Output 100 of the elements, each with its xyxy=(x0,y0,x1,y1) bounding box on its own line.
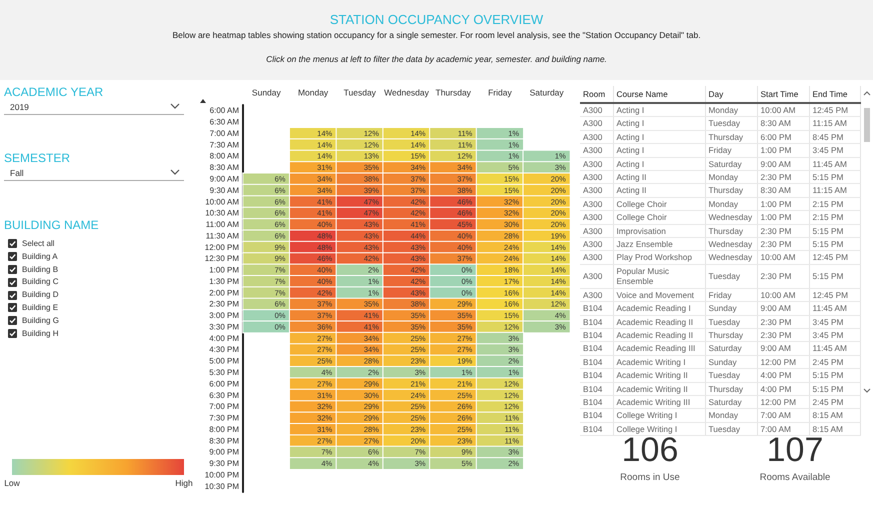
text: A300 xyxy=(583,118,602,128)
text: Tuesday xyxy=(708,118,740,128)
text: 2:15 PM xyxy=(812,198,844,209)
text: 5:15 PM xyxy=(812,172,844,182)
x-tick-label: Tuesday xyxy=(344,88,377,98)
text: A300 xyxy=(583,239,602,250)
text: 9:00 AM xyxy=(760,343,791,354)
text: College Choir xyxy=(616,198,667,209)
text: B104 xyxy=(583,370,602,380)
text: College Choir xyxy=(616,212,667,222)
text: College Writing I xyxy=(616,410,678,420)
text: Acting II xyxy=(616,185,646,196)
y-tick-label: 3:30 PM xyxy=(209,322,240,332)
y-tick-label: 8:00 AM xyxy=(210,152,240,161)
text: 12:00 PM xyxy=(760,356,796,367)
text: SEMESTER xyxy=(4,151,70,165)
y-tick-label: 7:30 AM xyxy=(210,140,240,150)
text: Click on the menus at left to filter the data by academic year, semester. and building name. xyxy=(265,54,608,64)
y-tick-label: 1:30 PM xyxy=(209,276,240,286)
text: A300 xyxy=(583,105,602,115)
text: Tuesday xyxy=(708,370,740,380)
text: Wednesday xyxy=(708,252,752,262)
text: A300 xyxy=(583,290,602,300)
text: B104 xyxy=(583,356,602,367)
text: B104 xyxy=(583,330,602,340)
y-tick-label: 9:00 PM xyxy=(209,448,240,457)
text: Academic Reading II xyxy=(616,330,694,340)
category-label: Select all xyxy=(21,238,54,250)
y-tick-label: 12:00 PM xyxy=(204,242,240,252)
x-tick-label: Saturday xyxy=(530,88,564,98)
text: Academic Reading I xyxy=(616,303,691,314)
text: 8:30 AM xyxy=(760,118,791,128)
category-label: Building G xyxy=(21,314,59,327)
y-tick-label: 10:00 AM xyxy=(205,197,240,206)
text: 12:45 PM xyxy=(812,252,848,262)
x-tick-label: Friday xyxy=(488,88,512,98)
text: 10:00 AM xyxy=(760,290,796,300)
text: Sunday xyxy=(708,356,737,367)
y-tick-label: 11:00 AM xyxy=(206,220,240,230)
text: A300 xyxy=(583,132,602,142)
x-tick-label: Thursday xyxy=(435,88,472,98)
text: 5:15 PM xyxy=(812,226,844,236)
text: Saturday xyxy=(708,343,742,354)
text: A300 xyxy=(583,198,602,209)
text: 8:30 AM xyxy=(760,185,791,196)
category-label: Building D xyxy=(21,289,58,302)
y-tick-label: 6:00 AM xyxy=(210,106,240,116)
text: A300 xyxy=(583,185,602,196)
y-tick-label: 6:00 PM xyxy=(209,379,240,388)
text: Thursday xyxy=(708,226,744,236)
text: 6:00 PM xyxy=(760,132,792,142)
category-label: Course Name xyxy=(613,86,705,103)
text: 11:15 AM xyxy=(812,118,847,128)
text: 3:45 PM xyxy=(812,145,844,156)
y-tick-label: 4:00 PM xyxy=(209,334,240,343)
text: Wednesday xyxy=(708,239,752,250)
y-tick-label: 11:30 AM xyxy=(206,231,240,240)
text: 1:00 PM xyxy=(760,145,792,156)
category-label: Start Time xyxy=(757,86,809,103)
text: Acting II xyxy=(616,172,646,182)
text: Saturday xyxy=(708,158,742,169)
text: Tuesday xyxy=(708,271,740,282)
text: Thursday xyxy=(708,185,744,196)
text: 5:15 PM xyxy=(812,239,844,250)
text: 2:30 PM xyxy=(760,172,792,182)
text: Thursday xyxy=(708,384,744,394)
text: A300 xyxy=(583,172,602,182)
text: A300 xyxy=(583,158,602,169)
text: 2:30 PM xyxy=(760,226,792,236)
text: Fall xyxy=(4,165,184,181)
y-tick-label: 8:30 AM xyxy=(210,163,240,172)
text: Acting I xyxy=(616,118,644,128)
text: Jazz Ensemble xyxy=(616,239,673,250)
text: Popular Music Ensemble xyxy=(616,266,670,286)
text: Thursday xyxy=(708,132,744,142)
text: 3:45 PM xyxy=(812,330,844,340)
text: Academic Writing II xyxy=(616,384,688,394)
text: Academic Reading II xyxy=(616,316,694,326)
category-label: Building E xyxy=(21,302,58,314)
text: 7:00 AM xyxy=(760,424,791,434)
text: A300 xyxy=(583,212,602,222)
text: 8:45 PM xyxy=(812,132,844,142)
text: 4:00 PM xyxy=(760,384,792,394)
category-label: Rooms in Use xyxy=(619,472,681,483)
text: Academic Reading III xyxy=(616,343,696,354)
x-tick-label: Monday xyxy=(298,88,329,98)
x-tick-label: Sunday xyxy=(252,88,282,98)
text: A300 xyxy=(583,271,602,282)
text: B104 xyxy=(583,303,602,314)
text: 9:00 AM xyxy=(760,158,791,169)
text: Sunday xyxy=(708,303,737,314)
text: 2:45 PM xyxy=(812,356,844,367)
text: 1:00 PM xyxy=(760,198,792,209)
category-label: Building B xyxy=(21,264,58,276)
text: Saturday xyxy=(708,396,742,407)
text: 11:15 AM xyxy=(812,185,847,196)
y-tick-label: 4:30 PM xyxy=(209,345,240,354)
category-label: Building C xyxy=(21,276,58,288)
text: 2:15 PM xyxy=(812,212,844,222)
text: 3:45 PM xyxy=(812,316,844,326)
